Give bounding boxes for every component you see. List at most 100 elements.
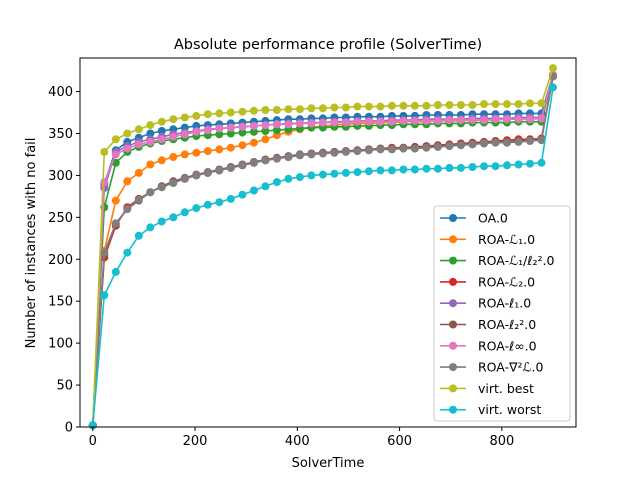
data-point	[284, 174, 293, 183]
data-point	[203, 110, 212, 119]
series-6	[88, 70, 557, 430]
data-point	[249, 121, 258, 130]
data-point	[549, 83, 557, 92]
data-point	[146, 137, 155, 146]
data-point	[111, 196, 120, 205]
data-point	[445, 163, 454, 172]
data-point	[203, 168, 212, 177]
data-point	[376, 166, 385, 175]
data-point	[353, 147, 362, 156]
data-point	[261, 121, 270, 130]
data-point	[537, 158, 546, 167]
data-point	[537, 99, 546, 108]
data-point	[410, 116, 419, 125]
data-point	[503, 138, 511, 147]
data-point	[238, 161, 247, 170]
data-point	[226, 143, 235, 152]
data-point	[399, 144, 408, 153]
data-point	[134, 140, 143, 149]
data-point	[180, 130, 189, 139]
data-point	[422, 164, 431, 173]
legend: OA.0 ROA-ℒ₁.0 ROA-ℒ₁/ℓ₂².0 ROA-ℒ₂.0 ROA-ℓ₁.0…	[433, 205, 571, 422]
data-point	[215, 166, 224, 175]
data-point	[261, 135, 270, 144]
data-point	[307, 104, 316, 113]
legend-marker	[449, 256, 457, 265]
data-point	[456, 116, 465, 125]
data-point	[238, 141, 247, 150]
data-point	[491, 138, 500, 147]
data-point	[157, 156, 166, 165]
data-point	[123, 248, 132, 257]
y-tick-label: 350	[48, 127, 73, 142]
data-point	[157, 117, 166, 126]
legend-marker	[449, 299, 457, 308]
data-point	[433, 116, 442, 125]
x-axis-label: SolverTime	[292, 456, 365, 471]
data-point	[514, 100, 523, 109]
data-point	[549, 64, 557, 73]
data-point	[537, 114, 546, 123]
data-point	[192, 171, 201, 180]
data-point	[422, 116, 431, 125]
data-point	[226, 163, 235, 172]
data-point	[157, 217, 166, 226]
data-point	[318, 149, 327, 158]
legend-label: virt. best	[478, 381, 534, 396]
data-point	[111, 135, 120, 144]
legend-label: ROA-ℓ∞.0	[478, 338, 537, 353]
data-point	[272, 106, 281, 114]
data-point	[353, 168, 362, 177]
data-point	[387, 117, 396, 126]
data-point	[134, 125, 143, 134]
legend-marker	[449, 405, 457, 414]
data-point	[180, 208, 189, 217]
data-point	[192, 127, 201, 136]
data-point	[468, 101, 477, 109]
data-point	[134, 168, 143, 177]
data-point	[433, 101, 442, 109]
data-point	[123, 177, 132, 186]
legend-box	[433, 205, 571, 422]
data-point	[261, 182, 270, 191]
data-point	[353, 117, 362, 126]
data-point	[526, 159, 534, 168]
data-point	[364, 102, 373, 111]
data-point	[134, 195, 143, 204]
data-point	[410, 101, 419, 110]
y-axis-label: Number of instances with no fail	[24, 138, 39, 349]
data-point	[215, 124, 224, 133]
data-point	[180, 150, 189, 159]
data-point	[226, 194, 235, 203]
data-point	[468, 116, 477, 125]
data-point	[226, 108, 235, 117]
legend-marker	[449, 341, 457, 350]
y-tick-label: 0	[65, 421, 73, 436]
data-point	[422, 143, 431, 152]
legend-marker	[449, 235, 457, 244]
data-point	[341, 168, 350, 177]
x-tick-label: 0	[89, 434, 97, 449]
y-tick-label: 100	[48, 337, 73, 352]
data-point	[215, 109, 224, 118]
series-9	[88, 83, 557, 430]
legend-marker	[449, 363, 457, 372]
legend-label: ROA-ℒ₂.0	[478, 274, 535, 289]
data-point	[215, 145, 224, 154]
data-point	[192, 111, 201, 120]
data-point	[134, 231, 143, 240]
data-point	[157, 183, 166, 192]
y-tick-label: 400	[48, 85, 73, 100]
data-point	[157, 127, 166, 135]
data-point	[192, 204, 201, 213]
axes-layer	[79, 57, 577, 428]
y-tick-label: 50	[56, 379, 73, 394]
data-point	[399, 101, 408, 110]
data-point	[238, 190, 247, 199]
legend-marker	[449, 214, 457, 222]
data-point	[376, 145, 385, 154]
data-point	[330, 118, 339, 127]
data-point	[272, 126, 281, 135]
ticks-layer: 0 200 400 600 800 0 50 100 150 200 250 300 350 400	[48, 85, 514, 449]
data-point	[468, 140, 477, 149]
